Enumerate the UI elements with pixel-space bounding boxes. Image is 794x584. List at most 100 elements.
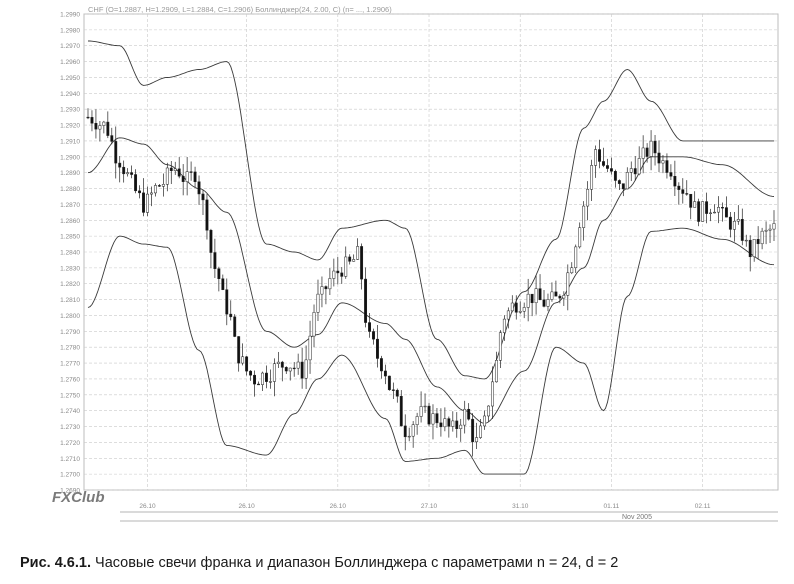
candle-body bbox=[538, 288, 542, 301]
candle-body bbox=[582, 205, 586, 228]
y-tick-label: 1.2750 bbox=[60, 392, 80, 399]
candle-body bbox=[340, 272, 344, 277]
candle-body bbox=[94, 122, 98, 130]
candle-body bbox=[316, 293, 320, 313]
candle-body bbox=[134, 174, 138, 192]
candle-body bbox=[368, 322, 371, 332]
candle-body bbox=[352, 259, 356, 262]
candle-body bbox=[245, 356, 249, 372]
y-tick-label: 1.2900 bbox=[60, 154, 80, 161]
candle-body bbox=[205, 199, 209, 231]
candle-body bbox=[709, 212, 712, 214]
bollinger-upper-band bbox=[88, 40, 774, 380]
candle-body bbox=[602, 161, 605, 166]
candle-body bbox=[713, 211, 716, 214]
candle-body bbox=[522, 307, 526, 312]
candle-body bbox=[673, 175, 677, 187]
candle-body bbox=[506, 310, 510, 320]
candle-body bbox=[609, 168, 613, 172]
x-axis: 26.10 26.10 26.10 27.10 31.10 01.11 02.11 bbox=[139, 503, 711, 510]
candle-body bbox=[661, 160, 665, 164]
candle-body bbox=[546, 299, 550, 307]
x-tick-label: 26.10 bbox=[139, 503, 156, 510]
candle-body bbox=[550, 291, 554, 300]
chart-svg: 1.2990 1.2980 1.2970 1.2960 1.2950 1.2940 1.29… bbox=[52, 5, 779, 522]
candle-body bbox=[578, 227, 582, 248]
candle-body bbox=[717, 207, 720, 213]
x-tick-label: 27.10 bbox=[421, 503, 438, 510]
candle-body bbox=[110, 135, 114, 142]
candle-body bbox=[268, 381, 272, 383]
candle-body bbox=[479, 425, 483, 438]
x-tick-label: 31.10 bbox=[512, 503, 529, 510]
candle-body bbox=[288, 367, 292, 372]
candle-body bbox=[284, 367, 288, 372]
candle-body bbox=[451, 420, 455, 427]
candle-body bbox=[336, 270, 340, 274]
candle-body bbox=[324, 286, 328, 290]
candle-body bbox=[685, 193, 689, 195]
candle-body bbox=[772, 223, 776, 230]
y-tick-label: 1.2870 bbox=[60, 202, 80, 209]
candle-body bbox=[491, 381, 494, 407]
candle-body bbox=[510, 302, 514, 312]
candle-body bbox=[201, 193, 205, 201]
candle-body bbox=[221, 278, 225, 290]
candle-body bbox=[130, 172, 134, 175]
candle-body bbox=[590, 165, 594, 190]
candle-body bbox=[431, 413, 435, 425]
candle-body bbox=[185, 171, 189, 182]
candle-body bbox=[697, 201, 701, 222]
candle-body bbox=[554, 291, 558, 297]
candle-body bbox=[118, 162, 122, 168]
candle-body bbox=[633, 168, 637, 175]
candle-body bbox=[752, 239, 756, 258]
y-axis: 1.2990 1.2980 1.2970 1.2960 1.2950 1.2940 1.29… bbox=[60, 12, 80, 495]
candle-body bbox=[487, 405, 490, 417]
caption-text: Часовые свечи франка и диапазон Боллиндж… bbox=[91, 555, 619, 571]
candle-body bbox=[264, 372, 268, 382]
candle-body bbox=[566, 272, 570, 296]
candle-body bbox=[423, 405, 427, 408]
candle-body bbox=[395, 389, 399, 397]
y-tick-label: 1.2730 bbox=[60, 424, 80, 431]
y-tick-label: 1.2790 bbox=[60, 329, 80, 336]
candle-body bbox=[562, 295, 566, 299]
candle-body bbox=[257, 383, 260, 386]
candle-body bbox=[213, 252, 217, 269]
candle-body bbox=[760, 230, 764, 245]
bollinger-lower-band bbox=[87, 227, 775, 475]
candle-body bbox=[641, 147, 645, 159]
candle-body bbox=[606, 165, 609, 169]
candle-body bbox=[142, 192, 145, 213]
y-tick-label: 1.2710 bbox=[60, 456, 80, 463]
candle-body bbox=[304, 359, 308, 379]
y-tick-label: 1.2940 bbox=[60, 91, 80, 98]
candle-body bbox=[677, 185, 681, 190]
candle-body bbox=[689, 193, 693, 208]
candle-body bbox=[126, 172, 130, 175]
candle-body bbox=[447, 418, 451, 427]
x-tick-label: 01.11 bbox=[604, 503, 620, 510]
candles bbox=[86, 108, 776, 457]
y-tick-label: 1.2760 bbox=[60, 376, 80, 383]
candle-body bbox=[403, 425, 407, 438]
candle-body bbox=[249, 370, 253, 376]
candle-body bbox=[613, 171, 617, 181]
y-tick-label: 1.2980 bbox=[60, 27, 80, 34]
x-tick-label: 02.11 bbox=[695, 503, 711, 510]
candle-body bbox=[153, 185, 157, 194]
grid bbox=[84, 13, 778, 491]
y-tick-label: 1.2860 bbox=[60, 218, 80, 225]
candle-body bbox=[629, 168, 633, 173]
candle-body bbox=[102, 121, 106, 126]
candle-body bbox=[157, 185, 161, 187]
candle-body bbox=[459, 424, 463, 429]
candle-body bbox=[106, 121, 110, 136]
candle-body bbox=[237, 336, 241, 364]
y-tick-label: 1.2850 bbox=[60, 234, 80, 241]
candle-body bbox=[681, 189, 685, 194]
candle-body bbox=[376, 338, 379, 359]
candle-body bbox=[173, 168, 177, 171]
candle-body bbox=[300, 361, 304, 379]
